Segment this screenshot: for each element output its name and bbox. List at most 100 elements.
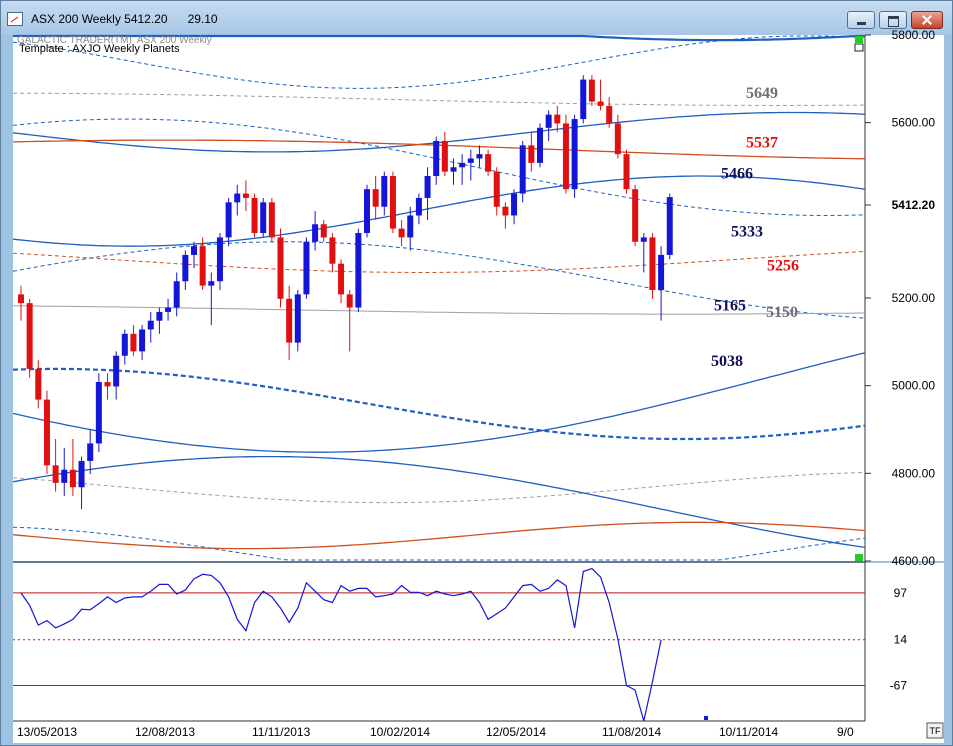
price-panel-bg — [13, 35, 865, 561]
candle-body — [364, 189, 370, 234]
date-tick-label: 10/11/2014 — [719, 725, 778, 739]
candle-body — [78, 460, 85, 488]
level-label: 5038 — [711, 353, 743, 370]
price-tick-label: 5000.00 — [892, 379, 936, 393]
candle-body — [52, 465, 59, 483]
candle-body — [277, 237, 284, 299]
candle-body — [294, 294, 301, 343]
candle-body — [476, 154, 483, 159]
level-label: 5466 — [721, 165, 753, 182]
title-bar[interactable]: ASX 200 Weekly 5412.20 29.10 — [1, 1, 952, 35]
candle-body — [147, 320, 154, 330]
date-tick-label: 11/08/2014 — [602, 725, 661, 739]
candle-body — [216, 237, 223, 282]
candle-body — [441, 140, 448, 172]
candle-body — [35, 368, 42, 400]
brand-name: GALACTIC TRADER(TM) — [17, 35, 132, 46]
candle-body — [433, 140, 440, 177]
level-label: 5165 — [714, 297, 746, 314]
candle-body — [528, 145, 535, 163]
candle-body — [260, 202, 267, 234]
candle-body — [381, 176, 388, 207]
date-axis-bg — [13, 721, 944, 743]
candle-body — [191, 246, 197, 255]
candle-body — [286, 298, 293, 343]
candle-body — [632, 189, 639, 242]
instrument-name: ASX 200 Weekly — [136, 35, 212, 46]
candle-body — [130, 333, 137, 352]
window-title-change: 29.10 — [187, 12, 218, 26]
planet-line-13 — [12, 472, 866, 504]
price-tick-label: 4800.00 — [892, 466, 936, 480]
date-tick-label: 10/02/2014 — [370, 725, 430, 739]
planet-line-7 — [12, 175, 866, 247]
candle-body — [182, 254, 189, 282]
candle-body — [467, 158, 474, 163]
candle-body — [450, 167, 457, 172]
date-tick-label: 12/05/2014 — [486, 725, 546, 739]
candle-body — [511, 193, 518, 216]
candle-body — [623, 154, 630, 190]
price-tick-label: 4600.00 — [892, 554, 936, 568]
planet-line-16 — [12, 526, 866, 561]
date-tick-label: 12/08/2013 — [135, 725, 195, 739]
template-line: Template : AXJO Weekly Planets — [19, 43, 180, 55]
planet-line-11 — [12, 352, 866, 453]
candle-body — [554, 114, 561, 124]
candle-body — [242, 193, 249, 198]
minimize-button[interactable] — [847, 11, 875, 29]
date-tick-label: 13/05/2013 — [17, 725, 77, 739]
brand-line: GALACTIC TRADER(TM) ASX 200 Weekly — [17, 36, 212, 46]
candle-body — [165, 307, 172, 312]
candle-body — [61, 469, 68, 483]
oscillator-series: 97 14 -67 — [13, 567, 907, 722]
candlestick-series — [18, 75, 673, 510]
candle-body — [545, 114, 552, 128]
current-bar-marker — [704, 716, 708, 720]
price-tick-label: 5412.20 — [892, 198, 936, 212]
candle-body — [571, 119, 578, 190]
candle-body — [562, 123, 569, 190]
candle-body — [355, 233, 362, 308]
candle-body — [234, 193, 241, 203]
scroll-top-marker[interactable] — [855, 36, 863, 43]
candle-body — [303, 241, 310, 295]
candle-body — [156, 311, 163, 321]
candle-body — [320, 224, 327, 238]
candle-body — [18, 294, 24, 304]
oscillator-line — [20, 567, 662, 722]
planet-line-15 — [12, 521, 866, 550]
oscillator-panel-bg — [13, 563, 865, 721]
candle-body — [493, 171, 500, 207]
maximize-button[interactable] — [879, 11, 907, 29]
window-title: ASX 200 Weekly 5412.20 29.10 — [31, 12, 218, 26]
candle-body — [640, 237, 647, 242]
candle-body — [121, 333, 128, 356]
planet-line-8 — [12, 251, 866, 273]
candle-body — [519, 145, 526, 194]
panel-toggle-icon[interactable] — [854, 43, 864, 52]
candle-body — [415, 197, 422, 216]
candle-body — [389, 176, 396, 229]
candle-body — [588, 79, 595, 102]
candle-body — [614, 123, 621, 155]
candle-body — [597, 101, 604, 106]
scroll-bottom-marker[interactable] — [855, 554, 863, 561]
candle-body — [485, 154, 492, 172]
planet-line-3 — [13, 92, 866, 106]
candle-body — [424, 176, 431, 198]
timeframe-badge[interactable]: TF — [926, 722, 944, 739]
candle-body — [606, 105, 613, 124]
candle-body — [312, 224, 319, 242]
candle-body — [658, 254, 665, 290]
price-tick-label: 5800.00 — [892, 28, 936, 42]
close-button[interactable] — [911, 11, 943, 29]
timeframe-badge-label: TF — [930, 726, 941, 736]
date-tick-label: 11/11/2013 — [252, 725, 311, 739]
candle-body — [398, 228, 405, 238]
planet-line-9 — [12, 241, 866, 319]
planetary-lines — [12, 34, 866, 561]
candle-body — [69, 469, 76, 488]
candle-body — [649, 237, 656, 290]
